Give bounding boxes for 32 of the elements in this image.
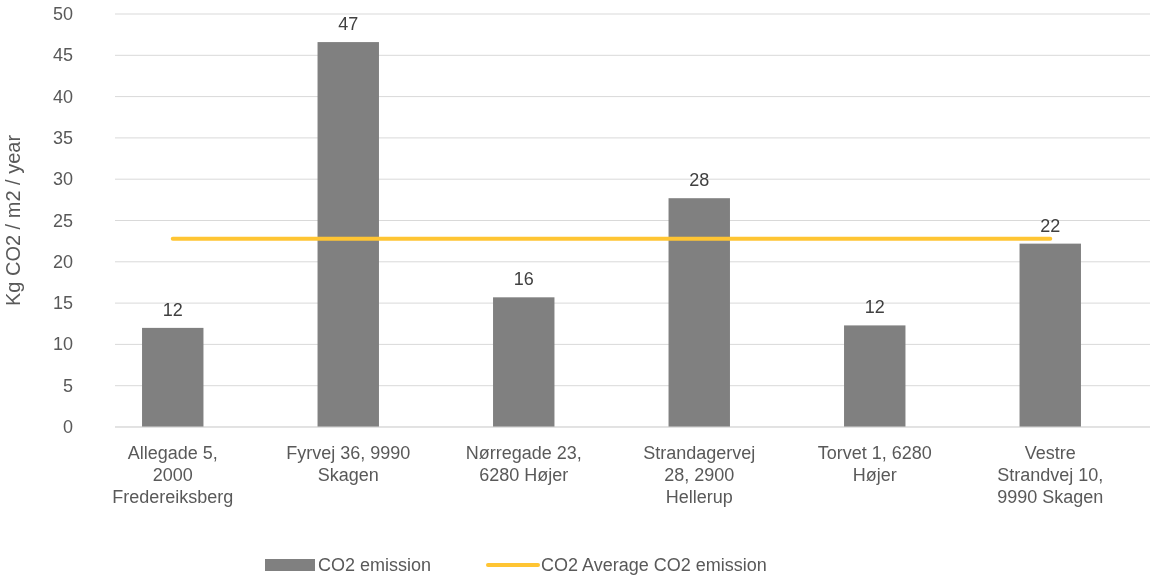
x-tick-label: Nørregade 23, 6280 Højer xyxy=(465,443,582,485)
y-tick-label: 45 xyxy=(52,45,73,66)
y-tick-label: 20 xyxy=(52,251,73,272)
data-label: 22 xyxy=(1040,215,1061,236)
bar xyxy=(142,327,204,427)
data-label: 28 xyxy=(689,170,710,191)
data-label: 12 xyxy=(162,299,183,320)
y-tick-label: 30 xyxy=(52,169,73,190)
legend-label: CO2 Average CO2 emission xyxy=(541,555,767,575)
y-tick-label: 40 xyxy=(52,86,73,107)
y-tick-label: 35 xyxy=(52,127,73,148)
x-tick-label: Torvet 1, 6280 Højer xyxy=(817,443,932,485)
y-tick-label: 15 xyxy=(52,293,73,314)
bar xyxy=(1019,243,1081,427)
bar xyxy=(668,198,730,427)
y-tick-label: 50 xyxy=(52,4,73,24)
legend-label: CO2 emission xyxy=(318,555,432,575)
x-tick-label: Vestre Strandvej 10, 9990 Skagen xyxy=(997,443,1104,507)
x-tick-label: Strandagervej 28, 2900 Hellerup xyxy=(643,443,756,507)
y-tick-label: 25 xyxy=(52,210,73,231)
x-tick-label: Fyrvej 36, 9990 Skagen xyxy=(286,443,411,485)
y-axis-title: Kg CO2 / m2 / year xyxy=(2,134,24,307)
y-tick-label: 10 xyxy=(52,334,73,355)
y-tick-label: 5 xyxy=(62,375,73,396)
bar xyxy=(844,325,906,427)
data-label: 47 xyxy=(338,14,359,35)
bar xyxy=(493,297,555,427)
data-label: 12 xyxy=(864,297,885,318)
y-tick-label: 0 xyxy=(62,417,73,437)
data-label: 16 xyxy=(513,269,534,290)
x-tick-label: Allegade 5, 2000 Fredereiksberg xyxy=(112,443,234,507)
bar xyxy=(317,42,379,427)
